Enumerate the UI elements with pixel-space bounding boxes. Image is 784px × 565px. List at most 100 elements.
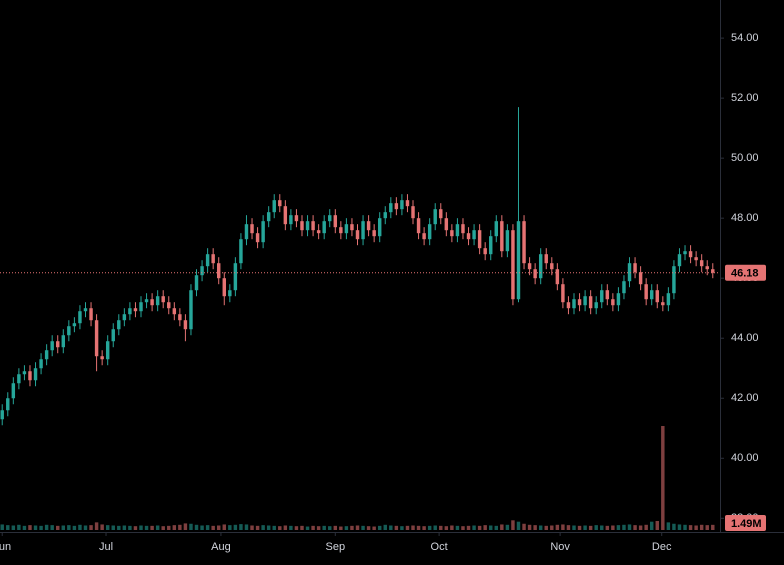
y-tick-label: 44.00 (731, 332, 759, 344)
candle-body (300, 221, 304, 231)
volume-bar (600, 525, 604, 530)
volume-bar (455, 525, 460, 530)
candle-body (572, 299, 576, 309)
candle-body (283, 206, 288, 225)
candle-body (505, 230, 510, 252)
candle-body (683, 251, 687, 255)
candle-body (383, 212, 387, 219)
volume-bar (311, 525, 315, 530)
candle-body (105, 341, 110, 360)
y-tick-label: 48.00 (731, 212, 759, 224)
volume-bar (466, 525, 471, 530)
volume-bar (688, 525, 693, 530)
candle-body (83, 308, 88, 312)
volume-bar (661, 426, 665, 530)
candle-body (699, 260, 704, 267)
volume-bar (377, 525, 382, 530)
y-tick-label: 52.00 (731, 92, 759, 104)
volume-bar (28, 525, 32, 530)
volume-bar (150, 525, 154, 530)
volume-bar (577, 525, 582, 530)
volume-bar (322, 525, 326, 530)
candle-body (400, 200, 404, 210)
x-tick-label: Jul (99, 541, 113, 553)
candle-body (416, 218, 421, 234)
candle-body (655, 290, 659, 303)
volume-bar (439, 525, 443, 530)
volume-bar (416, 525, 421, 530)
volume-bar (83, 525, 88, 530)
volume-bar (711, 524, 715, 530)
candle-body (594, 302, 598, 309)
candle-body (183, 320, 188, 330)
candle-body (194, 275, 199, 291)
volume-bar (233, 524, 238, 530)
volume-bar (511, 520, 515, 530)
volume-bar (244, 524, 249, 530)
candle-body (627, 263, 632, 282)
candle-body (649, 290, 654, 300)
candle-body (33, 368, 38, 381)
volume-bar (666, 522, 671, 530)
volume-bar (627, 524, 632, 530)
candle-body (583, 296, 587, 306)
volume-bar (117, 525, 121, 530)
volume-bar (305, 526, 310, 530)
candle-body (22, 371, 27, 375)
volume-bar (444, 526, 449, 530)
candle-body (550, 263, 554, 270)
volume-bar (477, 525, 482, 530)
volume-bar (427, 525, 432, 530)
candle-body (483, 248, 487, 255)
candle-body (150, 299, 154, 306)
candle-body (17, 374, 21, 384)
volume-bar (316, 526, 321, 530)
candle-body (633, 263, 637, 273)
candle-body (328, 215, 332, 222)
candle-body (377, 218, 382, 237)
volume-bar (339, 526, 343, 530)
x-tick-label: Aug (211, 541, 231, 553)
candle-body (538, 254, 543, 279)
candle-body (394, 203, 399, 210)
candle-body (527, 263, 532, 270)
volume-bar (22, 525, 27, 530)
x-tick-label: Jun (0, 541, 11, 553)
volume-bar (250, 525, 254, 530)
candle-body (605, 290, 610, 300)
candle-body (72, 323, 77, 327)
volume-bar (672, 523, 676, 530)
candle-body (705, 266, 709, 270)
volume-bar (294, 526, 299, 530)
volume-bar (594, 525, 598, 530)
volume-bar (228, 525, 232, 530)
candle-body (50, 341, 54, 351)
candle-body (688, 251, 693, 258)
volume-bar (67, 525, 71, 530)
candle-body (672, 266, 676, 294)
volume-bar (289, 525, 293, 530)
candle-body (111, 329, 115, 342)
candle-body (278, 200, 282, 207)
volume-bar (588, 525, 593, 530)
candle-body (67, 326, 71, 336)
candle-body (489, 236, 493, 255)
candle-body (455, 224, 460, 237)
y-tick-label: 54.00 (731, 32, 759, 44)
candle-body (439, 209, 443, 219)
volume-bar (61, 525, 66, 530)
candle-body (100, 356, 104, 360)
volume-bar (638, 525, 643, 530)
volume-bar (272, 525, 276, 530)
volume-bar (566, 525, 571, 530)
volume-bar (522, 523, 526, 530)
candle-body (6, 398, 10, 411)
candle-body (600, 290, 604, 303)
candle-body (566, 302, 571, 309)
volume-bar (144, 525, 149, 530)
volume-bar (11, 525, 16, 530)
volume-bar (72, 525, 77, 530)
candle-body (661, 302, 665, 306)
volume-bar (200, 525, 204, 530)
candle-body (261, 221, 265, 243)
